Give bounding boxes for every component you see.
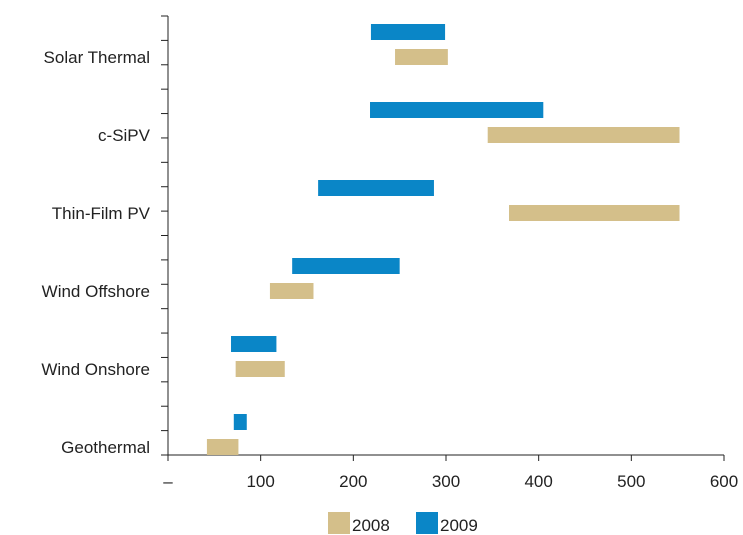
bar-2008 — [269, 283, 314, 299]
bar-2009 — [318, 180, 434, 196]
bar-2008 — [395, 49, 448, 65]
legend: 2008 2009 — [328, 512, 478, 535]
x-tick-label: 500 — [617, 472, 645, 491]
bar-2009 — [370, 102, 544, 118]
bar-2009 — [370, 24, 446, 40]
x-tick-label: – — [163, 472, 173, 491]
axes — [161, 15, 725, 461]
bar-2008 — [235, 361, 285, 377]
category-label: Thin-Film PV — [52, 204, 151, 223]
x-tick-label: 300 — [432, 472, 460, 491]
bars — [206, 24, 680, 455]
category-label: Wind Offshore — [42, 282, 150, 301]
x-tick-label: 600 — [710, 472, 738, 491]
bar-2008 — [206, 439, 239, 455]
legend-label-2008: 2008 — [352, 516, 390, 535]
bar-2008 — [509, 205, 680, 221]
legend-swatch-2008 — [328, 512, 350, 534]
bar-2008 — [487, 127, 680, 143]
x-tick-label: 100 — [246, 472, 274, 491]
bar-2009 — [292, 258, 400, 274]
legend-label-2009: 2009 — [440, 516, 478, 535]
category-label: Solar Thermal — [44, 48, 150, 67]
category-label: Wind Onshore — [41, 360, 150, 379]
x-tick-label: 200 — [339, 472, 367, 491]
bar-2009 — [231, 336, 277, 352]
x-tick-label: 400 — [524, 472, 552, 491]
labels: – 100 200 300 400 500 600 Solar Thermal c-SiPV Th… — [41, 48, 738, 491]
bar-2009 — [233, 414, 247, 430]
category-label: Geothermal — [61, 438, 150, 457]
category-label: c-SiPV — [98, 126, 151, 145]
legend-swatch-2009 — [416, 512, 438, 534]
